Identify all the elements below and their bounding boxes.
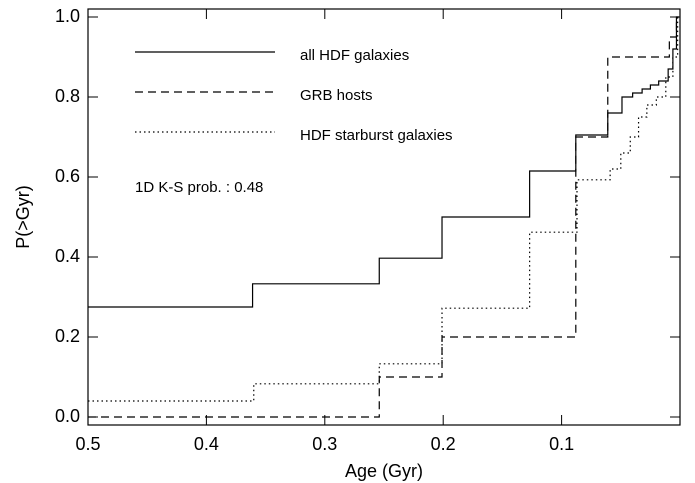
- y-tick-label: 1.0: [55, 6, 80, 26]
- y-tick-label: 0.2: [55, 326, 80, 346]
- x-axis-label: Age (Gyr): [345, 461, 423, 481]
- y-tick-label: 0.6: [55, 166, 80, 186]
- x-tick-label: 0.4: [194, 434, 219, 454]
- y-axis-label: P(>Gyr): [13, 185, 33, 249]
- annotation: 1D K-S prob. : 0.48: [135, 179, 263, 196]
- x-tick-label: 0.2: [431, 434, 456, 454]
- y-tick-label: 0.4: [55, 246, 80, 266]
- legend-label: HDF starburst galaxies: [300, 127, 453, 144]
- x-tick-label: 0.5: [75, 434, 100, 454]
- plot-frame: [87, 8, 681, 426]
- series-line: [88, 16, 679, 418]
- legend-label: all HDF galaxies: [300, 47, 409, 64]
- series-line: [88, 16, 680, 402]
- y-tick-label: 0.8: [55, 86, 80, 106]
- x-tick-label: 0.1: [549, 434, 574, 454]
- y-tick-label: 0.0: [55, 406, 80, 426]
- x-tick-label: 0.3: [312, 434, 337, 454]
- series-line: [88, 16, 679, 308]
- legend-label: GRB hosts: [300, 87, 373, 104]
